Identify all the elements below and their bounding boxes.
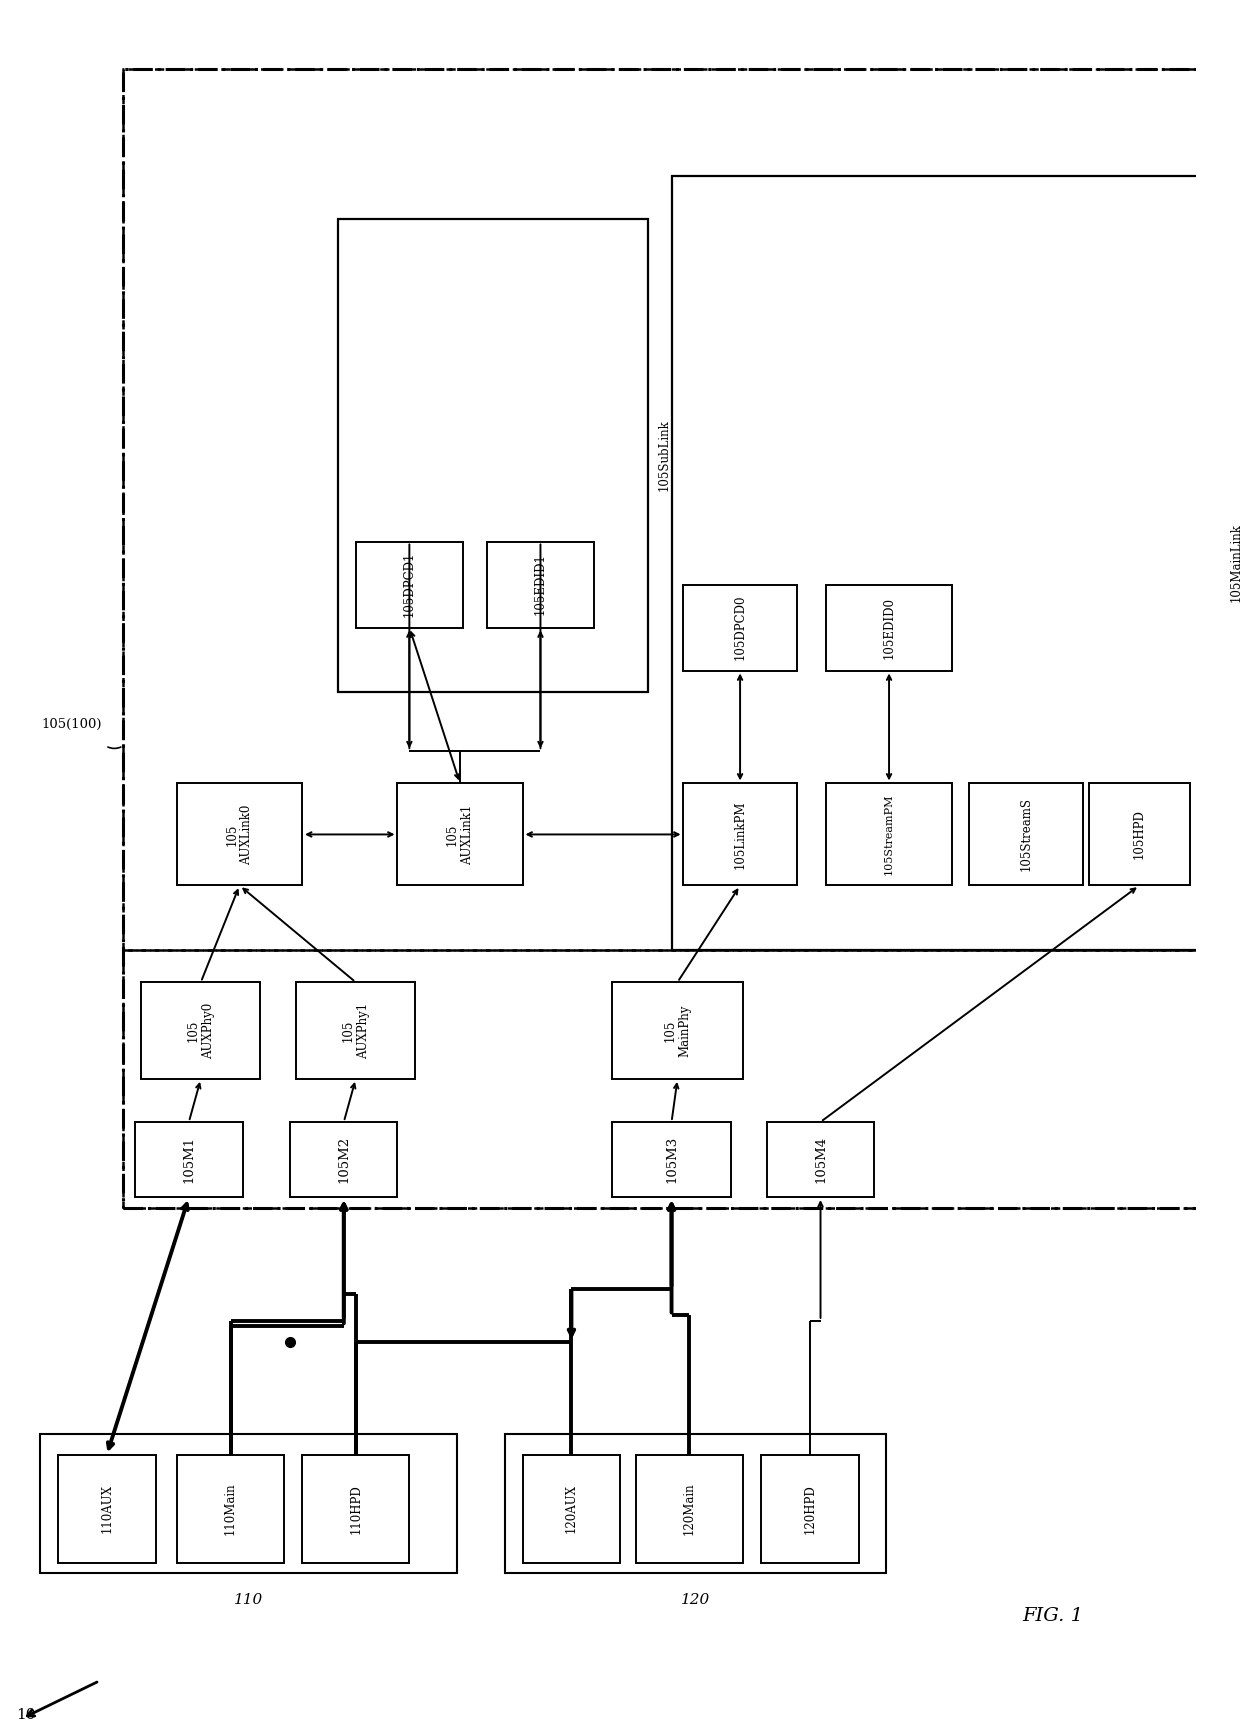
Text: 105EDID0: 105EDID0 <box>883 596 895 658</box>
FancyBboxPatch shape <box>303 1455 409 1562</box>
Text: 105SubLink: 105SubLink <box>657 420 671 491</box>
Text: FIG. 1: FIG. 1 <box>1023 1607 1084 1626</box>
FancyBboxPatch shape <box>683 584 796 670</box>
FancyBboxPatch shape <box>766 1121 874 1198</box>
Text: 105
MainPhy: 105 MainPhy <box>663 1004 692 1058</box>
Text: 105(100): 105(100) <box>41 717 102 731</box>
FancyBboxPatch shape <box>487 541 594 627</box>
FancyBboxPatch shape <box>1089 783 1190 885</box>
Text: 105M2: 105M2 <box>337 1135 351 1184</box>
FancyBboxPatch shape <box>398 783 522 885</box>
FancyBboxPatch shape <box>296 982 415 1078</box>
Text: 105DPCD0: 105DPCD0 <box>734 594 746 660</box>
FancyBboxPatch shape <box>522 1455 620 1562</box>
FancyBboxPatch shape <box>141 982 260 1078</box>
FancyBboxPatch shape <box>177 783 303 885</box>
FancyBboxPatch shape <box>970 783 1083 885</box>
Text: 105StreamS: 105StreamS <box>1019 797 1033 871</box>
Text: 105EDID1: 105EDID1 <box>534 553 547 615</box>
Text: 105
AUXLink0: 105 AUXLink0 <box>226 804 253 864</box>
FancyBboxPatch shape <box>827 783 951 885</box>
FancyBboxPatch shape <box>58 1455 155 1562</box>
Text: 105M1: 105M1 <box>182 1135 196 1184</box>
Text: 105MainLink: 105MainLink <box>1229 524 1240 603</box>
Text: 10: 10 <box>16 1707 36 1721</box>
FancyBboxPatch shape <box>761 1455 858 1562</box>
FancyBboxPatch shape <box>827 584 951 670</box>
Text: 105HPD: 105HPD <box>1133 809 1146 859</box>
FancyBboxPatch shape <box>683 783 796 885</box>
FancyBboxPatch shape <box>613 1121 732 1198</box>
FancyBboxPatch shape <box>356 541 463 627</box>
Text: 120HPD: 120HPD <box>804 1484 816 1534</box>
FancyBboxPatch shape <box>613 982 743 1078</box>
Text: 105StreamPM: 105StreamPM <box>884 793 894 874</box>
Text: 105DPCD1: 105DPCD1 <box>403 551 415 617</box>
Text: 110HPD: 110HPD <box>350 1484 362 1534</box>
Text: 110: 110 <box>234 1593 263 1607</box>
Text: 105M4: 105M4 <box>813 1135 827 1184</box>
FancyBboxPatch shape <box>135 1121 243 1198</box>
Text: 120: 120 <box>681 1593 711 1607</box>
Text: 120Main: 120Main <box>683 1483 696 1534</box>
Text: 110AUX: 110AUX <box>100 1484 113 1533</box>
Text: 105
AUXPhy0: 105 AUXPhy0 <box>187 1002 215 1059</box>
FancyBboxPatch shape <box>290 1121 398 1198</box>
Text: 110Main: 110Main <box>224 1483 237 1534</box>
FancyBboxPatch shape <box>636 1455 743 1562</box>
FancyBboxPatch shape <box>177 1455 284 1562</box>
Text: 120AUX: 120AUX <box>565 1484 578 1533</box>
Text: 105M3: 105M3 <box>665 1135 678 1184</box>
Text: 105
AUXLink1: 105 AUXLink1 <box>446 804 474 864</box>
Text: 105LinkPM: 105LinkPM <box>734 800 746 869</box>
Text: 105
AUXPhy1: 105 AUXPhy1 <box>342 1002 370 1059</box>
